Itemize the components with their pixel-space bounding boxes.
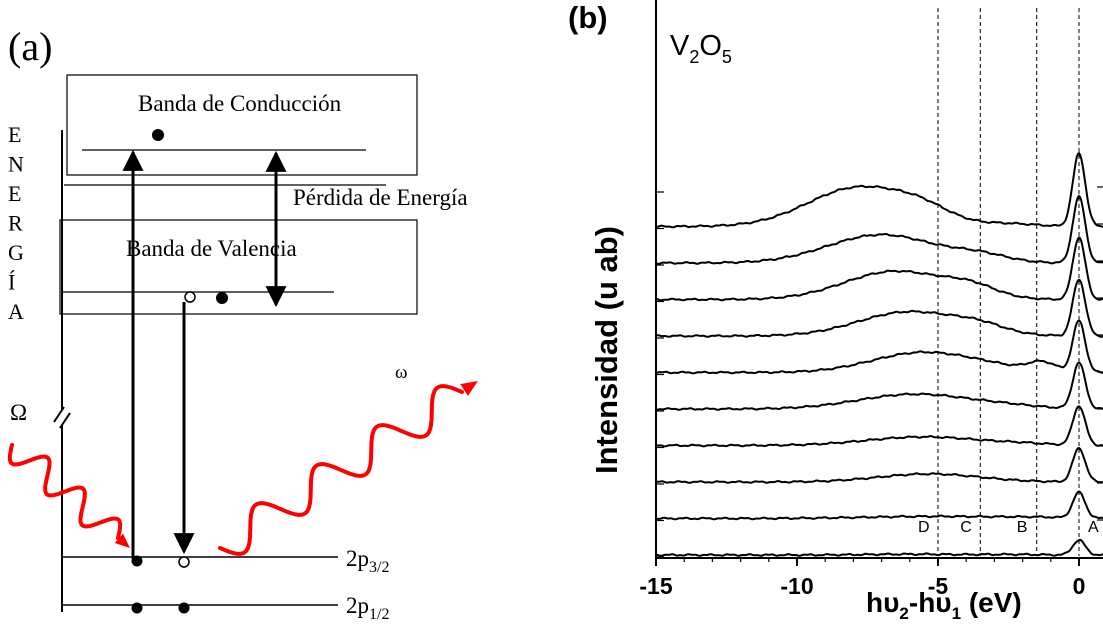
- spectrum-line: [655, 319, 1103, 375]
- spectrum-line: [655, 490, 1103, 521]
- spectrum-line: [655, 194, 1103, 265]
- panel-a-label: (a): [8, 24, 52, 69]
- axis-letter: A: [8, 299, 24, 324]
- spectrum-line: [655, 361, 1103, 411]
- incident-photon-arrowhead: [114, 533, 130, 548]
- spectrum-line: [655, 405, 1103, 448]
- x-tick-label: -15: [639, 573, 672, 599]
- conduction-band-label: Banda de Conducción: [138, 91, 342, 116]
- axis-letter: N: [8, 152, 24, 177]
- spectrum-line: [656, 538, 1103, 557]
- panel-b: (b) Intensidad (u ab) V2O5 -15 -10 -5 0 D C B…: [568, 0, 1103, 623]
- x-tick-label: -10: [780, 573, 813, 599]
- axis-letter: E: [8, 122, 21, 147]
- reference-lines: [937, 8, 1080, 556]
- compound-label: V2O5: [670, 30, 732, 67]
- core-electron-3: [178, 602, 190, 614]
- incident-photon-wave: [7, 443, 123, 540]
- core-electron-1: [131, 555, 143, 567]
- spectrum-line: [655, 278, 1103, 338]
- axis-letter: R: [8, 211, 23, 236]
- panel-b-label: (b): [568, 0, 608, 35]
- axis-letter: E: [8, 181, 21, 206]
- axis-letter: Í: [8, 270, 15, 295]
- excited-electron: [152, 129, 164, 141]
- axis-break-mark-2: [59, 412, 71, 429]
- valence-electron: [216, 292, 228, 304]
- energy-loss-label: Pérdida de Energía: [293, 185, 468, 210]
- spectrum-line: [655, 236, 1103, 302]
- spectrum-line: [655, 446, 1103, 484]
- reference-line-label: D: [918, 519, 930, 536]
- emitted-photon-label: ω: [395, 362, 408, 383]
- reference-line-label: B: [1017, 519, 1028, 536]
- axis-break-mark-1: [53, 406, 65, 423]
- y-axis-label: Intensidad (u ab): [589, 226, 624, 474]
- level-2p12-label: 2p1/2: [346, 593, 389, 620]
- spectra: [655, 151, 1103, 557]
- x-ticks: -15 -10 -5 0: [639, 558, 1086, 599]
- conduction-band-box: [66, 74, 418, 176]
- valence-band-box: [59, 219, 418, 315]
- level-2p32-label: 2p3/2: [346, 546, 389, 576]
- emitted-photon-arrowhead: [460, 381, 478, 396]
- reference-line-label: C: [960, 519, 972, 536]
- axis-letter: G: [8, 240, 24, 265]
- incident-photon-label: Ω: [10, 400, 27, 425]
- x-tick-label: 0: [1073, 573, 1086, 599]
- x-tick-label: -5: [928, 573, 949, 599]
- reference-line-label: A: [1088, 519, 1099, 536]
- core-electron-2: [131, 602, 143, 614]
- emitted-photon-wave: [218, 384, 464, 556]
- core-hole: [178, 556, 190, 568]
- x-axis-label: hυ2-hυ1 (eV): [866, 587, 1022, 620]
- valence-hole: [184, 291, 196, 303]
- valence-band-label: Banda de Valencia: [126, 236, 297, 261]
- spectrum-line: [656, 151, 1103, 229]
